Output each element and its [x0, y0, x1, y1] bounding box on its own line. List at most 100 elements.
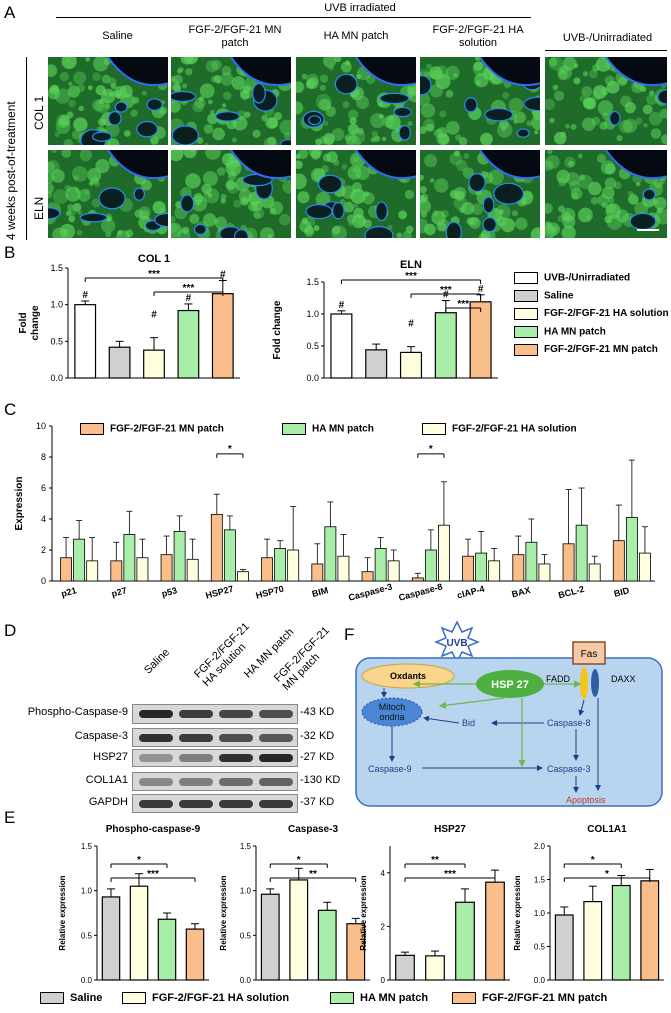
tissue-texture — [244, 111, 251, 118]
tissue-texture — [283, 132, 291, 139]
y-axis-label-line: Fold — [18, 312, 29, 333]
tissue-texture — [436, 221, 447, 232]
y-tick-label: 1.5 — [240, 842, 252, 851]
hair-follicle — [307, 115, 322, 126]
hsp27-inhibition-arrows — [412, 680, 582, 768]
tissue-texture — [65, 186, 81, 202]
tissue-texture — [568, 160, 575, 167]
tissue-texture — [107, 138, 120, 145]
tissue-texture — [119, 84, 133, 98]
tissue-texture — [590, 196, 599, 205]
x-tick-label: BCL-2 — [557, 584, 585, 601]
tissue-texture — [319, 84, 326, 91]
tissue-texture — [424, 223, 436, 236]
bar — [411, 577, 424, 582]
wb-size-label: -32 KD — [300, 730, 335, 742]
tissue-texture — [582, 71, 589, 77]
tissue-texture — [190, 150, 195, 153]
tissue-texture — [434, 178, 449, 193]
bar — [261, 557, 273, 582]
tissue-texture — [561, 225, 576, 238]
tissue-texture — [334, 57, 342, 63]
tissue-texture — [123, 130, 131, 137]
tissue-texture — [398, 210, 408, 220]
tissue-texture — [306, 77, 319, 89]
tissue-texture — [557, 177, 567, 187]
bar — [512, 554, 525, 582]
legend-e-item: Saline — [40, 992, 102, 1005]
tissue-texture — [599, 121, 608, 130]
wb-band — [139, 799, 173, 808]
legend-b-item: UVB-/Unirradiated — [514, 272, 671, 284]
legend-c-item: HA MN patch — [282, 423, 374, 435]
tissue-texture — [67, 85, 80, 98]
tissue-texture — [552, 84, 559, 91]
oxidants-node — [361, 663, 455, 689]
hair-follicle — [493, 182, 524, 205]
tissue-texture — [77, 210, 82, 215]
sig-label: *** — [405, 271, 417, 282]
tissue-texture — [347, 165, 362, 180]
sig-label: * — [605, 869, 609, 880]
hair-follicle — [332, 202, 345, 220]
hair-follicle — [317, 174, 343, 194]
tissue-texture — [616, 135, 623, 142]
fadd-node — [580, 667, 588, 699]
chart-title: Phospho-caspase-9 — [106, 824, 201, 835]
tissue-texture — [514, 217, 528, 231]
hair-follicle — [516, 128, 530, 138]
tissue-texture — [526, 120, 532, 127]
x-tick-label: p53 — [161, 585, 179, 599]
tissue-texture — [551, 225, 558, 233]
tissue-texture — [595, 57, 611, 72]
tissue-texture — [363, 191, 370, 198]
tissue-texture — [297, 191, 310, 204]
tissue-texture — [225, 179, 236, 190]
tissue-texture — [591, 92, 601, 102]
wb-size-label: -27 KD — [300, 751, 335, 763]
wb-band — [219, 777, 253, 786]
tissue-texture — [458, 137, 468, 145]
tissue-texture — [301, 73, 308, 80]
tissue-texture — [220, 72, 234, 86]
tissue-texture — [110, 83, 117, 89]
legend-text: HA MN patch — [360, 992, 429, 1004]
panel-label-b: B — [4, 243, 16, 262]
tissue-texture — [66, 111, 74, 119]
tissue-texture — [223, 91, 232, 101]
timepoint-label: 4 weeks post-of-treatment — [4, 101, 18, 240]
tissue-texture — [407, 120, 413, 127]
bar — [186, 558, 199, 582]
col-label-ha-mn: HA MN patch — [323, 30, 389, 42]
tissue-texture — [253, 211, 261, 219]
tissue-texture — [73, 117, 88, 132]
wb-band — [179, 799, 213, 808]
bar — [317, 909, 337, 981]
tissue-texture — [48, 161, 56, 172]
bar — [434, 312, 457, 379]
tissue-texture — [624, 102, 636, 114]
image-edge — [231, 57, 291, 86]
wb-size-label: -43 KD — [300, 706, 335, 718]
sig-label: *** — [183, 283, 195, 294]
tissue-texture — [296, 101, 304, 115]
bar — [469, 301, 492, 379]
tissue-texture — [435, 65, 449, 79]
tissue-texture — [48, 183, 54, 194]
tissue-texture — [322, 57, 337, 68]
tissue-texture — [331, 225, 341, 235]
tissue-texture — [139, 210, 149, 220]
tissue-texture — [606, 203, 617, 214]
bar — [173, 531, 186, 582]
mitochondria-node — [361, 697, 423, 727]
tissue-texture — [100, 88, 116, 104]
bar — [361, 571, 374, 582]
legend-c-item: FGF-2/FGF-21 HA solution — [422, 423, 577, 435]
tissue-texture — [308, 150, 323, 158]
tissue-texture — [345, 135, 361, 145]
hair-follicle — [482, 216, 497, 233]
tissue-texture — [92, 99, 105, 112]
panel-label-e: E — [4, 808, 16, 827]
tissue-texture — [259, 227, 275, 238]
epidermis-edge — [479, 150, 540, 180]
